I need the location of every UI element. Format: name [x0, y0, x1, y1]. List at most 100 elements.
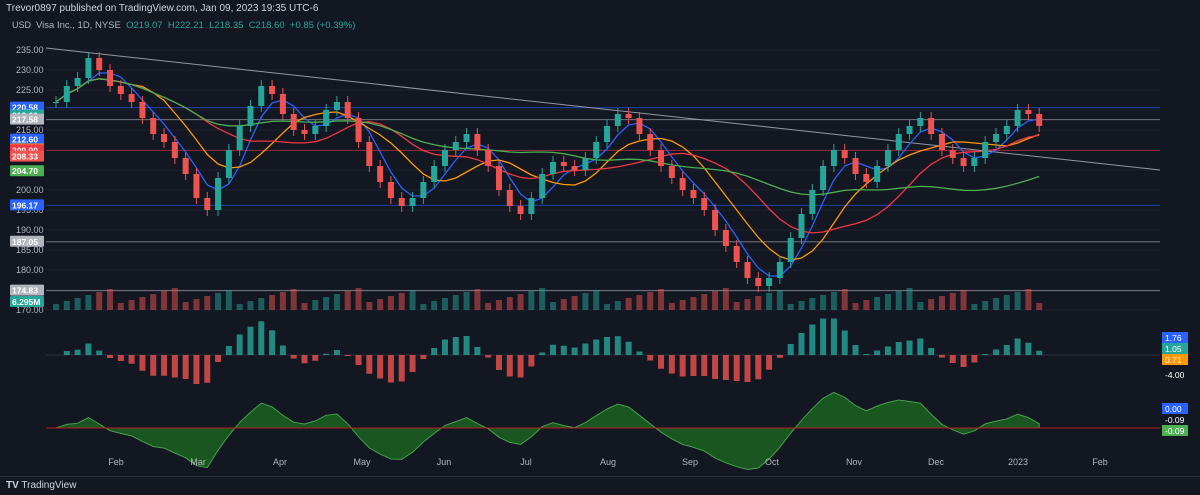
- price-tag-label: 212.60: [12, 135, 38, 145]
- macd-histogram-bar: [971, 355, 978, 363]
- y-tick-label: 190.00: [16, 225, 44, 235]
- volume-bar: [906, 288, 913, 310]
- y-tick-label: 215.00: [16, 125, 44, 135]
- volume-bar: [53, 304, 59, 310]
- candle-body: [949, 150, 956, 158]
- volume-bar: [290, 289, 297, 310]
- volume-bar: [874, 297, 881, 310]
- osc-tick-label: -0.09: [1165, 426, 1185, 436]
- macd-histogram-bar: [182, 355, 189, 379]
- macd-histogram-bar: [366, 355, 373, 374]
- candle-body: [1014, 110, 1021, 126]
- macd-histogram-bar: [852, 345, 859, 355]
- volume-bar: [938, 296, 945, 310]
- candle-body: [312, 126, 319, 134]
- candle-body: [701, 198, 708, 210]
- macd-histogram-bar: [938, 355, 945, 358]
- candle-body: [258, 86, 265, 106]
- close-value: C218.60: [248, 20, 285, 31]
- candle-body: [593, 142, 600, 158]
- macd-histogram-bar: [377, 355, 384, 379]
- macd-histogram-bar: [593, 339, 600, 355]
- volume-bar: [884, 294, 891, 310]
- price-tag-label: 218.60: [12, 111, 38, 121]
- macd-histogram-bar: [452, 337, 459, 355]
- candle-body: [571, 166, 578, 170]
- macd-histogram-bar: [269, 330, 276, 355]
- macd-tick-label: -4.00: [1165, 370, 1185, 380]
- volume-bar: [420, 304, 427, 310]
- price-tag: [10, 296, 44, 307]
- macd-histogram-bar: [128, 355, 135, 364]
- macd-histogram-bar: [1014, 338, 1021, 355]
- candle-body: [171, 142, 178, 158]
- candle-body: [971, 158, 978, 166]
- volume-bar: [604, 304, 611, 310]
- candle-body: [820, 166, 827, 190]
- candle-body: [96, 58, 103, 70]
- macd-histogram-bar: [884, 346, 891, 355]
- volume-bar: [1014, 292, 1021, 310]
- volume-bar: [431, 301, 438, 310]
- macd-histogram-bar: [420, 355, 427, 359]
- candle-body: [506, 190, 513, 206]
- volume-bar: [312, 300, 319, 310]
- candle-body: [614, 114, 621, 126]
- volume-bars: [53, 288, 1043, 310]
- moving-average-line: [55, 72, 1040, 277]
- price-tag-label: 204.70: [12, 166, 38, 176]
- macd-histogram-bar: [247, 326, 254, 355]
- candle-body: [852, 158, 859, 174]
- volume-bar: [247, 301, 254, 310]
- macd-histogram-bar: [355, 355, 362, 365]
- candle-body: [247, 106, 254, 126]
- osc-tag: [1162, 425, 1188, 436]
- macd-histogram-bar: [301, 355, 308, 364]
- moving-average-line: [55, 78, 1040, 234]
- y-tick-label: 230.00: [16, 65, 44, 75]
- volume-bar: [971, 304, 978, 310]
- volume-bar: [1003, 295, 1010, 310]
- macd-histogram-bar: [982, 354, 989, 355]
- volume-bar: [323, 297, 330, 310]
- volume-bar: [1036, 303, 1043, 310]
- volume-bar: [668, 303, 675, 310]
- x-tick-label: Aug: [600, 457, 616, 467]
- volume-bar: [701, 294, 708, 310]
- volume-bar: [150, 294, 157, 310]
- volume-bar: [193, 299, 200, 310]
- x-tick-label: Nov: [846, 457, 863, 467]
- price-tag: [10, 199, 44, 211]
- volume-bar: [215, 293, 222, 310]
- volume-bar: [550, 302, 556, 310]
- candle-body: [474, 134, 481, 150]
- candle-body: [528, 198, 535, 214]
- macd-tag: [1162, 354, 1188, 365]
- symbol-name[interactable]: Visa Inc., 1D, NYSE: [36, 20, 121, 31]
- candle-body: [344, 102, 351, 118]
- macd-histogram-bar: [560, 345, 567, 355]
- macd-histogram-bar: [949, 355, 956, 363]
- x-axis: Feb Mar Apr May Jun Jul Aug Sep Oct Nov Dec 2023 Feb: [108, 457, 1108, 467]
- macd-histogram-bar: [582, 343, 589, 355]
- tradingview-logo[interactable]: TV TradingView: [6, 477, 76, 495]
- candles: [53, 52, 1043, 292]
- price-tag: [10, 101, 44, 113]
- volume-bar: [755, 296, 762, 310]
- price-tag-label: 6.295M: [12, 297, 40, 307]
- volume-bar: [528, 291, 535, 310]
- macd-histogram-bar: [539, 352, 546, 355]
- macd-histogram-bar: [928, 348, 935, 355]
- macd-histogram-bar: [225, 346, 232, 355]
- macd-histogram-bar: [463, 336, 470, 355]
- x-tick-label: Apr: [273, 457, 287, 467]
- macd-histogram-bar: [279, 345, 286, 355]
- candle-body: [798, 214, 805, 238]
- oscillator-pane: 0.00-0.09-0.09: [46, 391, 1188, 471]
- price-chart[interactable]: 235.00 230.00 225.00 220.00 215.00 210.00 205.…: [0, 0, 1200, 476]
- candle-body: [766, 278, 773, 286]
- candle-body: [355, 118, 362, 142]
- y-tick-label: 185.00: [16, 245, 44, 255]
- macd-histogram-bar: [139, 355, 146, 371]
- price-tag-label: 208.33: [12, 152, 38, 162]
